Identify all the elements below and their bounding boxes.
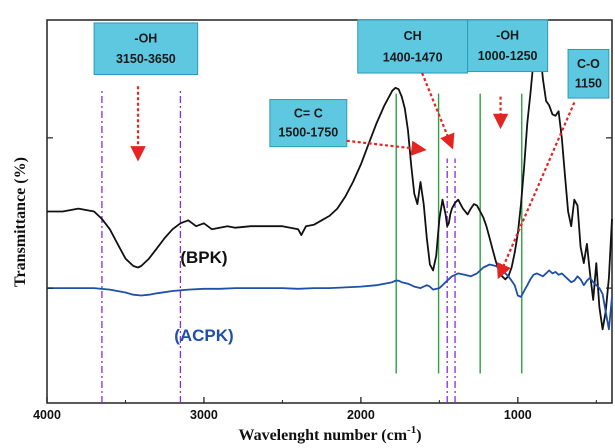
x-axis-title-close: ) (416, 427, 421, 444)
annotation-arrow-4 (496, 102, 576, 280)
annotation-text-3-0: C= C (294, 106, 323, 120)
plot-frame (46, 19, 613, 404)
series-line-bpk (47, 36, 613, 331)
x-axis-title-main: Wavelenght number (cm (238, 427, 407, 444)
x-axis-title: Wavelenght number (cm-1) (238, 424, 421, 444)
annotation-1: CH 1400-1470 (357, 19, 469, 150)
annotation-text-1-0: CH (404, 29, 422, 43)
annotation-text-4-0: C-O (577, 57, 600, 71)
annotation-arrow-1 (421, 72, 455, 150)
x-axis-title-sup: -1 (407, 424, 416, 436)
reference-lines (101, 90, 523, 403)
annotation-box-2 (467, 19, 549, 73)
annotations-layer: -OH 3150-3650 CH 1400-1470 -OH 1000-1250 C= C 1… (93, 19, 610, 280)
annotation-text-2-0: -OH (496, 29, 519, 43)
y-axis (47, 137, 612, 289)
y-axis-title: Transmittance (%) (12, 157, 29, 287)
annotation-0: -OH 3150-3650 (93, 22, 199, 162)
annotation-text-4-1: 1150 (575, 76, 602, 90)
x-tick-label-1: 3000 (190, 408, 218, 422)
series-label-bpk: (BPK) (180, 248, 227, 267)
annotation-box-0 (93, 22, 199, 76)
annotation-2: -OH 1000-1250 (467, 19, 549, 130)
annotation-box-1 (357, 19, 469, 74)
annotation-text-2-1: 1000-1250 (478, 49, 538, 63)
series-label-acpk: (ACPK) (174, 326, 234, 345)
annotation-text-1-1: 1400-1470 (383, 50, 443, 64)
annotation-text-0-1: 3150-3650 (116, 52, 176, 66)
annotation-box-4 (567, 48, 610, 99)
annotation-text-3-1: 1500-1750 (278, 125, 338, 139)
annotation-text-0-0: -OH (134, 32, 157, 46)
x-axis: 4000 3000 2000 1000 (33, 397, 597, 422)
annotation-arrow-3 (346, 139, 427, 156)
annotation-box-3 (269, 99, 348, 148)
x-tick-label-3: 1000 (504, 408, 532, 422)
series-line-acpk (47, 263, 613, 331)
annotation-4: C-O 1150 (496, 48, 610, 280)
series-layer (47, 36, 613, 331)
x-tick-label-2: 2000 (347, 408, 375, 422)
x-tick-label-0: 4000 (33, 408, 61, 422)
annotation-3: C= C 1500-1750 (269, 99, 427, 156)
